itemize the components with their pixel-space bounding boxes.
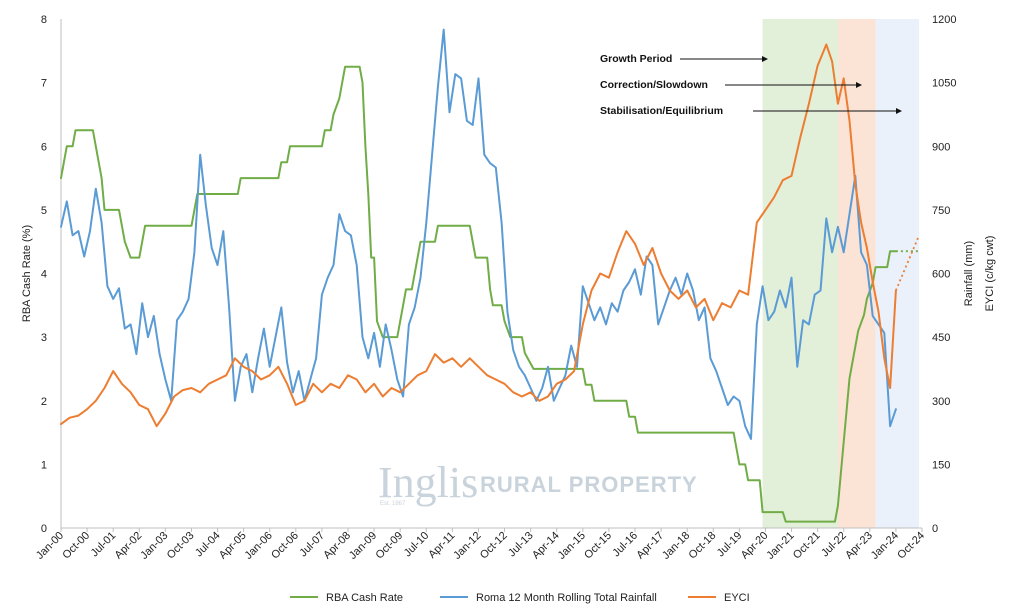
phase-band-3 <box>875 19 920 528</box>
left-tick-label: 1 <box>41 459 47 471</box>
x-tick-label: Oct-09 <box>373 530 405 562</box>
x-tick-label: Jan-03 <box>138 530 170 562</box>
x-tick-label: Oct-06 <box>269 530 301 562</box>
x-tick-label: Oct-24 <box>895 530 927 562</box>
legend-label: RBA Cash Rate <box>326 592 403 604</box>
phase-annotation-label: Correction/Slowdown <box>600 79 708 91</box>
x-tick-label: Jul-10 <box>402 530 432 560</box>
x-tick-label: Jan-06 <box>243 530 275 562</box>
watermark-tagline: RURAL PROPERTY <box>480 472 698 497</box>
series-line-0 <box>60 65 897 523</box>
x-tick-label: Jan-24 <box>869 530 901 562</box>
watermark-est: Est. 1867 <box>380 501 406 507</box>
left-tick-label: 0 <box>41 523 47 535</box>
phase-annotation-arrowhead <box>896 108 902 114</box>
left-axis-title: RBA Cash Rate (%) <box>21 225 33 322</box>
phase-annotation-arrowhead <box>762 56 768 62</box>
phase-annotation-arrowhead <box>856 82 862 88</box>
x-tick-label: Apr-14 <box>530 530 562 562</box>
x-tick-label: Apr-08 <box>321 530 353 562</box>
x-tick-label: Jan-21 <box>764 530 796 562</box>
right-axis-title-rainfall: Rainfall (mm) <box>963 241 975 306</box>
series-line-1 <box>60 28 897 440</box>
right-tick-label: 600 <box>932 269 950 281</box>
phase-band-1 <box>762 19 838 528</box>
x-tick-label: Apr-20 <box>739 530 771 562</box>
x-tick-label: Jan-18 <box>660 530 692 562</box>
right-tick-label: 750 <box>932 205 950 217</box>
left-tick-label: 5 <box>41 205 47 217</box>
left-tick-label: 6 <box>41 141 47 153</box>
x-tick-label: Jan-09 <box>347 530 379 562</box>
watermark-brand: Inglis <box>378 458 478 507</box>
x-tick-label: Oct-21 <box>791 530 823 562</box>
x-tick-label: Oct-15 <box>582 530 614 562</box>
right-tick-label: 900 <box>932 141 950 153</box>
x-tick-label: Oct-12 <box>478 530 510 562</box>
x-tick-label: Apr-23 <box>843 530 875 562</box>
x-tick-label: Apr-02 <box>113 530 145 562</box>
left-tick-label: 8 <box>41 14 47 26</box>
right-tick-label: 1200 <box>932 14 956 26</box>
legend-label: Roma 12 Month Rolling Total Rainfall <box>476 592 657 604</box>
right-axis-title-eyci: EYCI (c/kg cwt) <box>984 236 996 312</box>
left-tick-label: 2 <box>41 396 47 408</box>
series-line-2 <box>60 43 897 428</box>
x-tick-label: Jan-15 <box>556 530 588 562</box>
left-tick-label: 7 <box>41 78 47 90</box>
left-tick-label: 4 <box>41 269 47 281</box>
right-tick-label: 450 <box>932 332 950 344</box>
phase-annotation-label: Growth Period <box>600 53 672 65</box>
x-tick-label: Apr-17 <box>634 530 666 562</box>
right-tick-label: 300 <box>932 396 950 408</box>
x-tick-label: Oct-18 <box>687 530 719 562</box>
left-tick-label: 3 <box>41 332 47 344</box>
phase-annotation-label: Stabilisation/Equilibrium <box>600 105 723 117</box>
right-tick-label: 0 <box>932 523 938 535</box>
x-tick-label: Apr-05 <box>217 530 249 562</box>
x-tick-label: Oct-03 <box>165 530 197 562</box>
right-tick-label: 1050 <box>932 78 956 90</box>
x-tick-label: Oct-00 <box>60 530 92 562</box>
x-tick-label: Jan-12 <box>451 530 483 562</box>
x-tick-label: Jan-00 <box>34 530 66 562</box>
legend-label: EYCI <box>724 592 750 604</box>
right-tick-label: 150 <box>932 459 950 471</box>
